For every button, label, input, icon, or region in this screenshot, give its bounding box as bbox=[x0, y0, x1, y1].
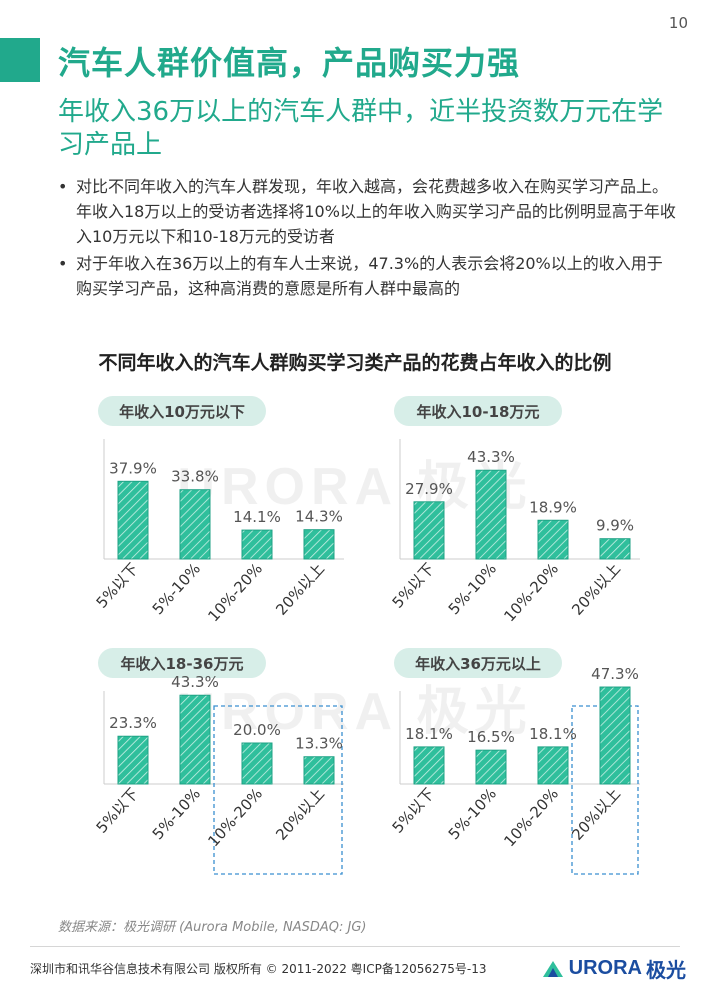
bar bbox=[179, 489, 211, 560]
highlight-box bbox=[571, 705, 639, 875]
bar bbox=[241, 529, 273, 560]
panel-label-pill bbox=[98, 648, 266, 678]
bullet-list: • 对比不同年收入的汽车人群发现，年收入越高，会花费越多收入在购买学习产品上。年收… bbox=[58, 174, 678, 303]
category-label: 10%-20% bbox=[204, 560, 266, 626]
data-label: 47.3% bbox=[591, 665, 639, 683]
chart-panel: 年收入36万元以上 18.1% 5%以下 16.5% 5%-10% 18.1% 10%-20… bbox=[389, 648, 640, 875]
bar bbox=[303, 529, 335, 560]
data-label: 43.3% bbox=[467, 448, 515, 466]
data-label: 9.9% bbox=[596, 517, 634, 535]
panel-label-text: 年收入18-36万元 bbox=[121, 655, 244, 673]
data-label: 18.9% bbox=[529, 498, 577, 516]
bar bbox=[599, 686, 631, 785]
category-label: 5%-10% bbox=[149, 785, 204, 844]
data-label: 23.3% bbox=[109, 714, 157, 732]
bar bbox=[117, 480, 149, 560]
page-subtitle: 年收入36万以上的汽车人群中，近半投资数万元在学习产品上 bbox=[58, 97, 664, 160]
page-number: 10 bbox=[668, 14, 688, 32]
category-label: 5%以下 bbox=[389, 560, 438, 612]
panel-label-text: 年收入10万元以下 bbox=[119, 403, 245, 421]
bar bbox=[303, 756, 335, 785]
category-label: 20%以上 bbox=[272, 560, 328, 619]
category-label: 20%以上 bbox=[272, 785, 328, 844]
category-label: 5%以下 bbox=[389, 785, 438, 837]
category-label: 20%以上 bbox=[568, 560, 624, 619]
data-label: 33.8% bbox=[171, 468, 219, 486]
bar bbox=[179, 694, 211, 785]
bar bbox=[475, 749, 507, 785]
bar bbox=[537, 519, 569, 560]
data-label: 16.5% bbox=[467, 728, 515, 746]
aurora-logo: URORA 极光 bbox=[541, 954, 686, 983]
data-label: 18.1% bbox=[405, 725, 453, 743]
footer-divider bbox=[30, 946, 680, 947]
bar-chart-grid: URORA 极光 URORA 极光 年收入10万元以下 37.9% 5%以下 33.8% 5… bbox=[93, 396, 640, 875]
title-accent-bar bbox=[0, 38, 40, 82]
bullet-dot: • bbox=[58, 254, 68, 273]
watermark-text: URORA 极光 bbox=[177, 458, 532, 516]
bar bbox=[537, 746, 569, 785]
bar bbox=[413, 746, 445, 785]
category-label: 5%-10% bbox=[445, 785, 500, 844]
chart-title: 不同年收入的汽车人群购买学习类产品的花费占年收入的比例 bbox=[98, 352, 612, 374]
bar bbox=[475, 469, 507, 560]
footer-copyright: 深圳市和讯华谷信息技术有限公司 版权所有 © 2011-2022 粤ICP备12… bbox=[30, 962, 487, 976]
data-label: 13.3% bbox=[295, 735, 343, 753]
panel-label-pill bbox=[394, 396, 562, 426]
category-label: 5%-10% bbox=[149, 560, 204, 619]
category-label: 10%-20% bbox=[204, 785, 266, 851]
data-label: 18.1% bbox=[529, 725, 577, 743]
bar bbox=[117, 735, 149, 785]
chart-panel: 年收入18-36万元 23.3% 5%以下 43.3% 5%-10% 20.0% 10%-2… bbox=[93, 648, 344, 875]
data-label: 43.3% bbox=[171, 673, 219, 691]
bar bbox=[413, 501, 445, 560]
category-label: 10%-20% bbox=[500, 785, 562, 851]
data-label: 14.3% bbox=[295, 508, 343, 526]
data-source: 数据来源：极光调研 (Aurora Mobile, NASDAQ: JG) bbox=[58, 920, 367, 935]
panel-label-pill bbox=[98, 396, 266, 426]
data-label: 20.0% bbox=[233, 721, 281, 739]
data-label: 27.9% bbox=[405, 480, 453, 498]
bullet-dot: • bbox=[58, 177, 68, 196]
aurora-logo-cn: 极光 bbox=[646, 960, 686, 982]
watermark-text: URORA 极光 bbox=[177, 683, 532, 741]
bullet-item: • 对于年收入在36万以上的有车人士来说，47.3%的人表示会将20%以上的收入用… bbox=[58, 251, 678, 301]
category-label: 5%以下 bbox=[93, 785, 142, 837]
panel-label-text: 年收入10-18万元 bbox=[417, 403, 540, 421]
panel-label-text: 年收入36万元以上 bbox=[415, 655, 541, 673]
bar bbox=[599, 538, 631, 560]
panel-label-pill bbox=[394, 648, 562, 678]
highlight-box bbox=[213, 705, 343, 875]
category-label: 10%-20% bbox=[500, 560, 562, 626]
category-label: 5%以下 bbox=[93, 560, 142, 612]
page-title: 汽车人群价值高，产品购买力强 bbox=[58, 44, 521, 82]
category-label: 20%以上 bbox=[568, 785, 624, 844]
bullet-text: 对于年收入在36万以上的有车人士来说，47.3%的人表示会将20%以上的收入用于… bbox=[76, 254, 663, 298]
data-label: 37.9% bbox=[109, 459, 157, 477]
bullet-text: 对比不同年收入的汽车人群发现，年收入越高，会花费越多收入在购买学习产品上。年收入… bbox=[76, 177, 676, 246]
category-label: 5%-10% bbox=[445, 560, 500, 619]
data-label: 14.1% bbox=[233, 508, 281, 526]
aurora-logo-text: URORA bbox=[568, 957, 642, 979]
bullet-item: • 对比不同年收入的汽车人群发现，年收入越高，会花费越多收入在购买学习产品上。年收… bbox=[58, 174, 678, 249]
aurora-logo-icon bbox=[542, 960, 563, 977]
bar bbox=[241, 742, 273, 785]
